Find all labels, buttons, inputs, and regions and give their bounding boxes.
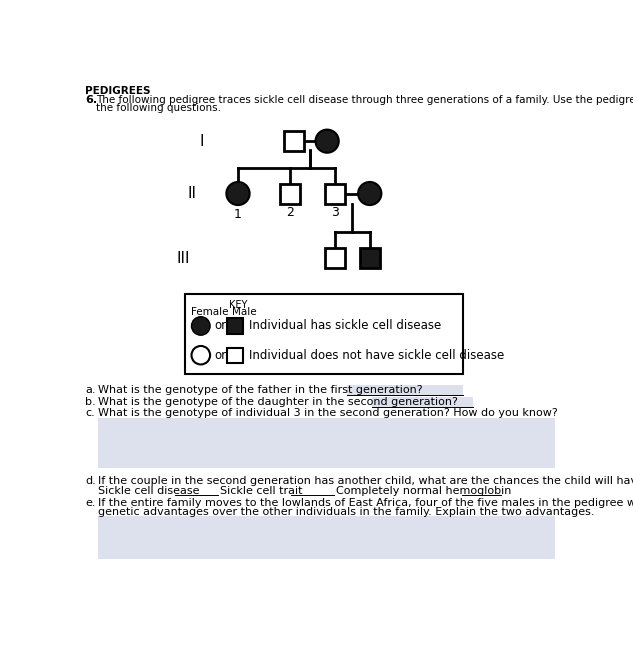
- Text: What is the genotype of the daughter in the second generation?: What is the genotype of the daughter in …: [97, 396, 458, 407]
- Circle shape: [358, 182, 381, 205]
- Text: the following questions.: the following questions.: [96, 103, 221, 113]
- Text: 1: 1: [234, 208, 242, 221]
- Text: d.: d.: [85, 476, 96, 486]
- Text: I: I: [199, 134, 204, 149]
- Bar: [227, 318, 242, 333]
- Bar: [227, 347, 242, 363]
- Bar: [372, 396, 473, 407]
- Bar: [284, 131, 304, 151]
- Circle shape: [315, 129, 339, 152]
- Text: If the entire family moves to the lowlands of East Africa, four of the five male: If the entire family moves to the lowlan…: [97, 498, 633, 508]
- Text: What is the genotype of the father in the first generation?: What is the genotype of the father in th…: [97, 385, 422, 395]
- Text: Sickle cell trait: Sickle cell trait: [220, 486, 303, 496]
- Text: or: or: [214, 320, 226, 332]
- Text: Male: Male: [232, 307, 256, 317]
- Text: PEDIGREES: PEDIGREES: [85, 86, 151, 97]
- Text: 2: 2: [286, 206, 294, 219]
- Text: or: or: [214, 349, 226, 362]
- Bar: [185, 294, 463, 375]
- Text: KEY: KEY: [230, 300, 248, 310]
- Text: What is the genotype of individual 3 in the second generation? How do you know?: What is the genotype of individual 3 in …: [97, 408, 558, 418]
- Circle shape: [227, 182, 249, 205]
- Bar: [280, 184, 300, 204]
- Text: Completely normal hemoglobin: Completely normal hemoglobin: [336, 486, 512, 496]
- Text: a.: a.: [85, 385, 96, 395]
- Text: c.: c.: [85, 408, 95, 418]
- Text: II: II: [187, 186, 197, 201]
- Text: 6.: 6.: [85, 95, 97, 105]
- Text: genetic advantages over the other individuals in the family. Explain the two adv: genetic advantages over the other indivi…: [97, 507, 594, 517]
- Bar: [346, 385, 463, 395]
- Text: Female: Female: [192, 307, 229, 317]
- Text: e.: e.: [85, 498, 96, 508]
- Bar: [97, 516, 555, 558]
- Bar: [325, 248, 345, 269]
- Text: If the couple in the second generation has another child, what are the chances t: If the couple in the second generation h…: [97, 476, 633, 486]
- Circle shape: [192, 317, 210, 335]
- Text: Individual does not have sickle cell disease: Individual does not have sickle cell dis…: [249, 349, 504, 362]
- Text: Sickle cell disease: Sickle cell disease: [97, 486, 199, 496]
- Bar: [97, 418, 555, 469]
- Text: 3: 3: [331, 206, 339, 219]
- Bar: [325, 184, 345, 204]
- Text: The following pedigree traces sickle cell disease through three generations of a: The following pedigree traces sickle cel…: [96, 95, 633, 105]
- Text: III: III: [176, 251, 189, 266]
- Circle shape: [192, 346, 210, 365]
- Text: Individual has sickle cell disease: Individual has sickle cell disease: [249, 320, 441, 332]
- Text: b.: b.: [85, 396, 96, 407]
- Bar: [360, 248, 380, 269]
